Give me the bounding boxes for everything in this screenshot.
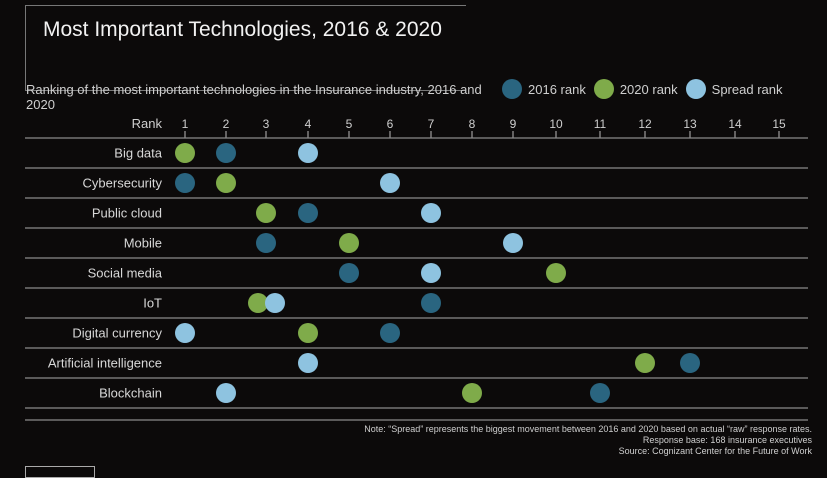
point-spread-rank	[380, 173, 400, 193]
point-2020-rank	[546, 263, 566, 283]
point-spread-rank	[216, 383, 236, 403]
footer-source: Source: Cognizant Center for the Future …	[618, 446, 812, 456]
point-2016-rank	[175, 173, 195, 193]
category-label: Artificial intelligence	[48, 356, 162, 371]
point-2020-rank	[216, 173, 236, 193]
x-tick-label: 13	[683, 117, 697, 131]
x-tick-label: 6	[387, 117, 394, 131]
category-label: Digital currency	[72, 326, 162, 341]
point-2020-rank	[635, 353, 655, 373]
legend-label-2020: 2020 rank	[619, 81, 678, 97]
x-tick-label: 1	[182, 117, 189, 131]
point-2020-rank	[339, 233, 359, 253]
legend-dot-2020	[593, 79, 614, 99]
chart-subtitle: Ranking of the most important technologi…	[26, 82, 482, 112]
category-label: Blockchain	[99, 386, 162, 401]
point-spread-rank	[298, 143, 318, 163]
x-tick-label: 10	[549, 117, 563, 131]
x-tick-label: 2	[223, 117, 230, 131]
footer-note: Note: “Spread” represents the biggest mo…	[364, 424, 812, 434]
x-tick-label: 7	[428, 117, 435, 131]
category-label: Mobile	[124, 236, 162, 251]
legend-label-spread: Spread rank	[711, 81, 783, 97]
category-label: IoT	[143, 296, 162, 311]
legend: 2016 rank 2020 rank Spread rank	[502, 79, 790, 99]
footer-base: Response base: 168 insurance executives	[642, 435, 812, 445]
point-spread-rank	[265, 293, 285, 313]
point-spread-rank	[503, 233, 523, 253]
point-2016-rank	[421, 293, 441, 313]
category-label: Social media	[88, 266, 163, 281]
category-label: Public cloud	[92, 206, 162, 221]
point-2020-rank	[175, 143, 195, 163]
point-2016-rank	[380, 323, 400, 343]
x-tick-label: 15	[772, 117, 786, 131]
point-2016-rank	[256, 233, 276, 253]
bottom-box	[25, 466, 95, 478]
x-tick-label: 4	[305, 117, 312, 131]
point-2016-rank	[590, 383, 610, 403]
point-spread-rank	[298, 353, 318, 373]
x-tick-label: 3	[263, 117, 270, 131]
x-tick-label: 11	[594, 117, 607, 131]
legend-dot-spread	[685, 79, 706, 99]
point-spread-rank	[175, 323, 195, 343]
legend-item-spread: Spread rank	[685, 79, 783, 99]
point-spread-rank	[421, 203, 441, 223]
point-2016-rank	[680, 353, 700, 373]
point-2016-rank	[298, 203, 318, 223]
legend-dot-2016	[502, 79, 522, 99]
x-tick-label: 5	[346, 117, 353, 131]
x-axis-label: Rank	[132, 116, 163, 131]
x-tick-label: 12	[638, 117, 652, 131]
point-2016-rank	[339, 263, 359, 283]
x-tick-label: 14	[728, 117, 742, 131]
category-label: Cybersecurity	[83, 176, 163, 191]
chart-title: Most Important Technologies, 2016 & 2020	[43, 18, 442, 41]
legend-item-2020: 2020 rank	[593, 79, 678, 99]
point-2020-rank	[248, 293, 268, 313]
legend-item-2016: 2016 rank	[502, 79, 586, 99]
point-2020-rank	[256, 203, 276, 223]
category-label: Big data	[114, 146, 162, 161]
point-2016-rank	[216, 143, 236, 163]
point-2020-rank	[462, 383, 482, 403]
x-tick-label: 9	[510, 117, 517, 131]
legend-label-2016: 2016 rank	[528, 81, 586, 97]
point-spread-rank	[421, 263, 441, 283]
point-2020-rank	[298, 323, 318, 343]
title-box	[25, 5, 466, 91]
x-tick-label: 8	[469, 117, 476, 131]
footer: Note: “Spread” represents the biggest mo…	[364, 424, 812, 457]
